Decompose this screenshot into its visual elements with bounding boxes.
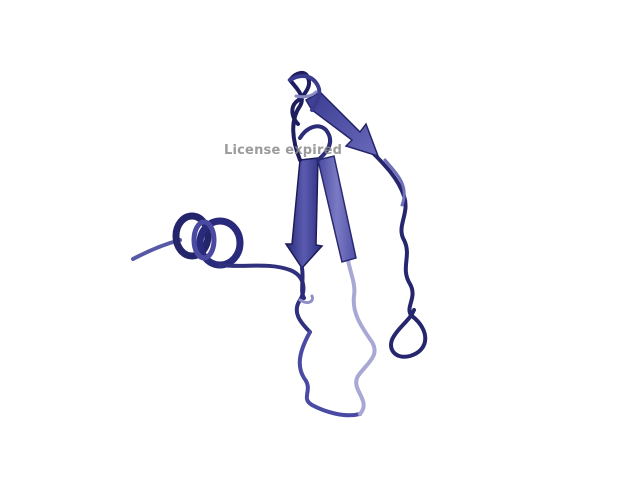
top-loop-3 [294, 90, 318, 99]
coil-4 [300, 266, 306, 300]
coil-3b [383, 158, 406, 207]
coil-3 [368, 148, 428, 359]
top-loop-2 [288, 74, 322, 112]
coil-1b [297, 330, 362, 418]
license-watermark: License expired [224, 143, 343, 158]
n-terminal-coil [131, 238, 182, 261]
crossover-coil [298, 124, 333, 162]
top-loop [287, 71, 311, 162]
coil-1c [298, 294, 314, 304]
coil-1 [218, 263, 312, 334]
beta-strand-2 [317, 155, 357, 263]
beta-strand-1 [284, 157, 324, 270]
beta-strand-3 [304, 91, 380, 158]
coil-2 [346, 258, 377, 416]
alpha-helix [172, 212, 244, 269]
